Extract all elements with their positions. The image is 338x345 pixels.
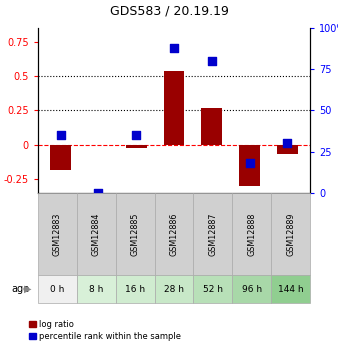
Bar <box>239 145 260 186</box>
Text: ▶: ▶ <box>24 284 32 294</box>
Point <box>209 58 215 64</box>
Text: GSM12886: GSM12886 <box>169 212 178 256</box>
Text: 8 h: 8 h <box>89 285 103 294</box>
Text: 16 h: 16 h <box>125 285 145 294</box>
Bar <box>126 145 147 148</box>
Point <box>134 132 139 138</box>
Text: 0 h: 0 h <box>50 285 65 294</box>
Legend: log ratio, percentile rank within the sample: log ratio, percentile rank within the sa… <box>29 321 182 341</box>
Text: GSM12884: GSM12884 <box>92 212 101 256</box>
Text: GSM12885: GSM12885 <box>131 212 140 256</box>
Point <box>96 190 101 196</box>
Bar <box>277 145 298 155</box>
Text: GSM12888: GSM12888 <box>247 212 256 256</box>
Point <box>58 132 63 138</box>
Text: GSM12883: GSM12883 <box>53 212 62 256</box>
Text: age: age <box>11 284 29 294</box>
Text: GSM12889: GSM12889 <box>286 212 295 256</box>
Text: 96 h: 96 h <box>242 285 262 294</box>
Text: 144 h: 144 h <box>278 285 304 294</box>
Bar <box>201 108 222 145</box>
Text: GDS583 / 20.19.19: GDS583 / 20.19.19 <box>110 5 228 18</box>
Point <box>247 160 252 166</box>
Point <box>285 141 290 146</box>
Bar <box>50 145 71 170</box>
Text: 28 h: 28 h <box>164 285 184 294</box>
Text: 52 h: 52 h <box>203 285 223 294</box>
Point <box>171 45 177 51</box>
Bar <box>164 71 185 145</box>
Text: GSM12887: GSM12887 <box>208 212 217 256</box>
